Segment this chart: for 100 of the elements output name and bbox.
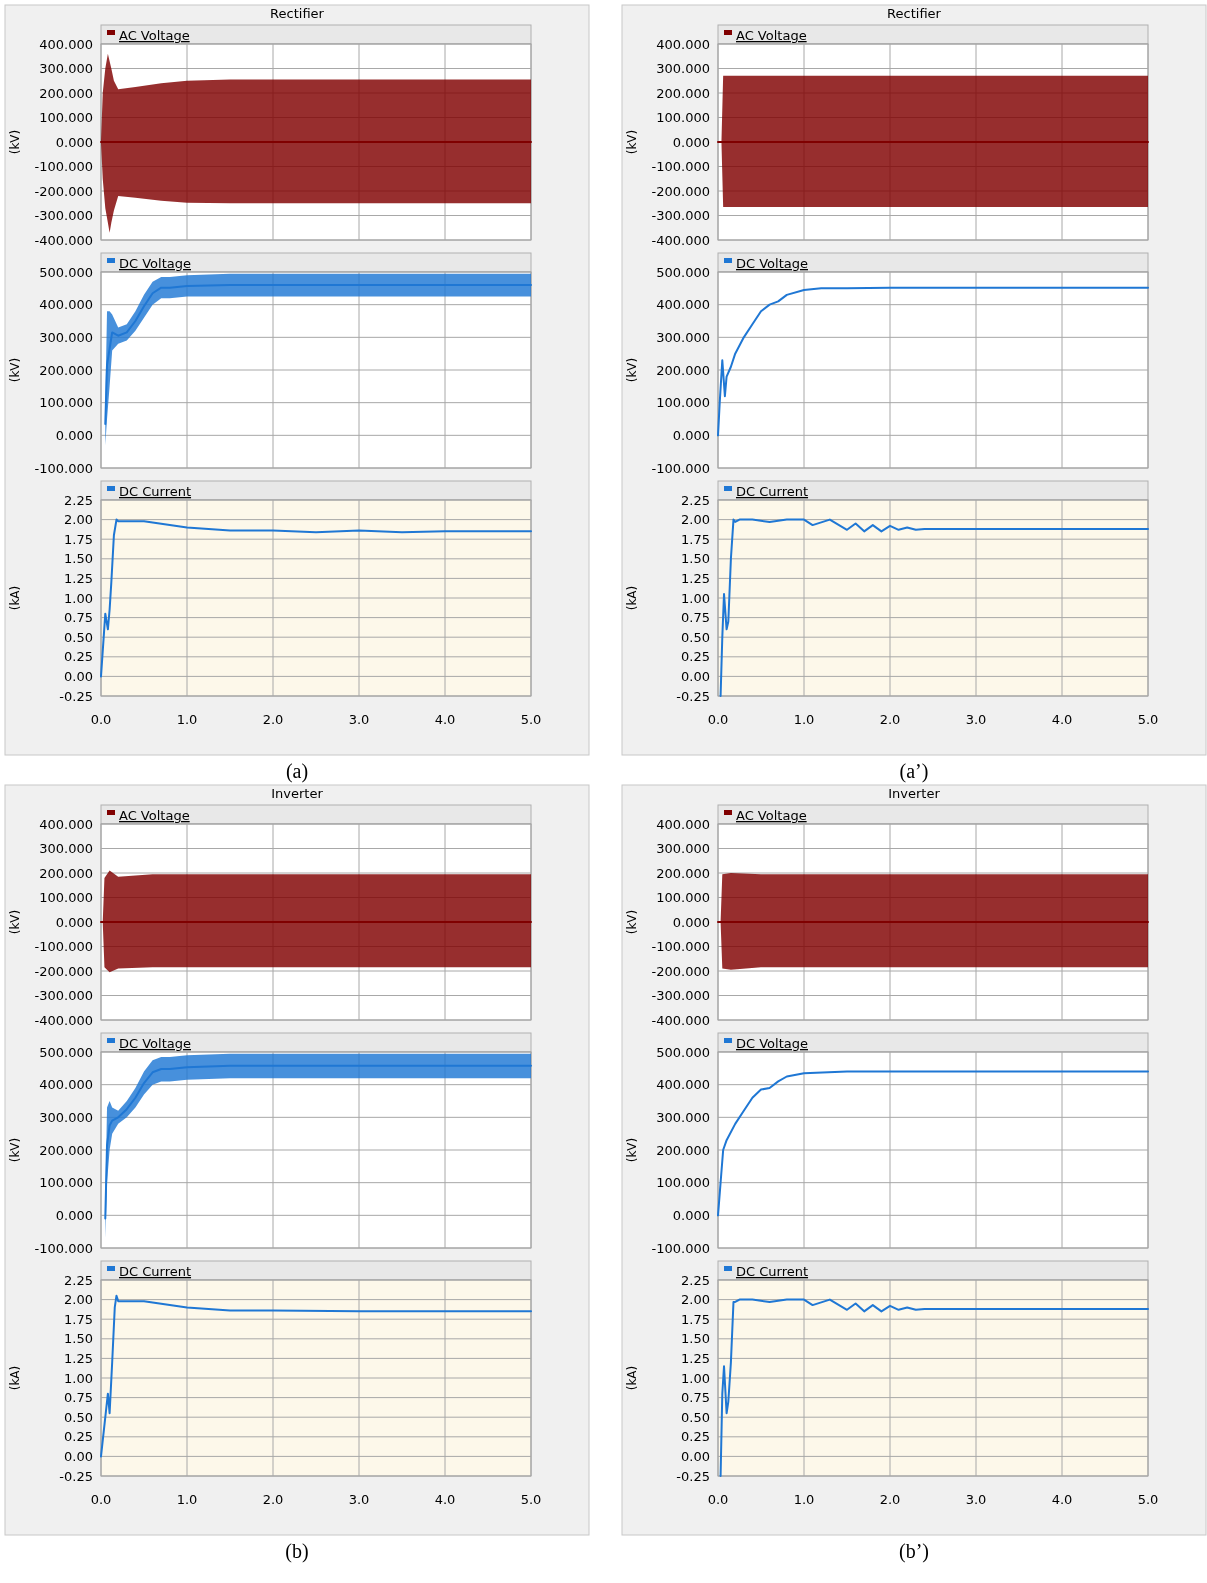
x-tick-label: 4.0 [434, 712, 456, 727]
legend-label: AC Voltage [736, 28, 807, 43]
y-tick-label: 1.00 [64, 590, 93, 606]
y-tick-label: 1.50 [64, 1331, 93, 1347]
y-tick-label: -100.000 [34, 939, 93, 955]
text: (b) [285, 1540, 309, 1563]
y-tick-label: 0.000 [672, 427, 710, 443]
y-tick-label: -100.000 [34, 1240, 93, 1256]
y-tick-label: 200.000 [656, 362, 710, 378]
x-tick-label: 2.0 [262, 712, 284, 727]
y-tick-label: 1.75 [681, 1311, 710, 1327]
y-tick-label: -400.000 [651, 232, 710, 248]
y-tick-label: -0.25 [676, 688, 710, 704]
y-tick-label: 1.25 [681, 1350, 710, 1366]
y-tick-label: 0.000 [672, 134, 710, 150]
y-axis-title: (kV) [8, 357, 22, 383]
x-tick-label: 2.0 [879, 712, 901, 727]
y-tick-label: 0.75 [681, 1390, 710, 1406]
y-tick-label: 1.50 [64, 551, 93, 567]
y-tick-label: 400.000 [656, 816, 710, 832]
y-tick-label: 2.00 [64, 1292, 93, 1308]
y-tick-label: 1.75 [64, 1311, 93, 1327]
y-tick-label: 1.25 [64, 570, 93, 586]
legend-label: DC Voltage [119, 1036, 191, 1051]
y-axis-title: (kA) [625, 585, 639, 611]
y-tick-label: 200.000 [656, 865, 710, 881]
y-axis-title: (kV) [8, 1137, 22, 1163]
y-tick-label: -300.000 [651, 988, 710, 1004]
x-tick-label: 0.0 [90, 712, 112, 727]
y-tick-label: -0.25 [59, 1468, 93, 1484]
y-tick-label: 200.000 [39, 85, 93, 101]
y-tick-label: -100.000 [651, 1240, 710, 1256]
y-tick-label: 0.50 [64, 629, 93, 645]
y-tick-label: 2.25 [681, 1272, 710, 1288]
text: (b’) [899, 1540, 929, 1563]
y-tick-label: -0.25 [676, 1468, 710, 1484]
y-tick-label: 2.00 [681, 1292, 710, 1308]
y-axis-title: (kV) [625, 909, 639, 935]
x-tick-label: 5.0 [1137, 712, 1159, 727]
x-tick-label: 0.0 [707, 1492, 729, 1507]
x-tick-label: 0.0 [707, 712, 729, 727]
y-tick-label: 0.000 [55, 1207, 93, 1223]
legend-label: DC Current [736, 484, 809, 499]
y-tick-label: 0.00 [64, 1448, 93, 1464]
x-tick-label: 4.0 [1051, 712, 1073, 727]
y-tick-label: 0.000 [672, 1207, 710, 1223]
y-tick-label: 500.000 [39, 264, 93, 280]
y-tick-label: 0.000 [55, 134, 93, 150]
x-tick-label: 4.0 [1051, 1492, 1073, 1507]
y-axis-title: (kA) [625, 1365, 639, 1391]
y-axis-title: (kV) [8, 909, 22, 935]
x-tick-label: 3.0 [965, 1492, 987, 1507]
x-tick-label: 3.0 [348, 712, 370, 727]
y-tick-label: -0.25 [59, 688, 93, 704]
y-tick-label: 1.50 [681, 1331, 710, 1347]
y-tick-label: 0.00 [681, 1448, 710, 1464]
y-tick-label: 1.50 [681, 551, 710, 567]
x-tick-label: 3.0 [348, 1492, 370, 1507]
y-tick-label: 300.000 [656, 329, 710, 345]
x-tick-label: 2.0 [879, 1492, 901, 1507]
y-tick-label: 400.000 [656, 297, 710, 313]
y-tick-label: 100.000 [39, 1175, 93, 1191]
x-tick-label: 5.0 [520, 712, 542, 727]
y-tick-label: 1.00 [681, 590, 710, 606]
legend-label: DC Voltage [119, 256, 191, 271]
y-tick-label: -100.000 [34, 460, 93, 476]
y-axis-title: (kA) [8, 1365, 22, 1391]
y-tick-label: 200.000 [39, 362, 93, 378]
y-tick-label: 200.000 [656, 85, 710, 101]
y-tick-label: 300.000 [656, 61, 710, 77]
x-tick-label: 2.0 [262, 1492, 284, 1507]
line-series [717, 286, 1149, 437]
text: (a) [285, 760, 309, 783]
y-tick-label: 200.000 [656, 1142, 710, 1158]
text: (a’) [899, 760, 929, 783]
y-tick-label: 1.75 [681, 531, 710, 547]
y-tick-label: 0.75 [681, 610, 710, 626]
y-tick-label: -300.000 [34, 208, 93, 224]
y-tick-label: -300.000 [651, 208, 710, 224]
y-tick-label: 300.000 [39, 329, 93, 345]
y-axis-title: (kV) [625, 357, 639, 383]
y-tick-label: 1.25 [681, 570, 710, 586]
x-tick-label: 5.0 [520, 1492, 542, 1507]
y-tick-label: 400.000 [39, 1077, 93, 1093]
chart-title: Rectifier [887, 6, 942, 21]
y-tick-label: 2.00 [64, 512, 93, 528]
y-tick-label: 0.000 [672, 914, 710, 930]
y-tick-label: -200.000 [651, 963, 710, 979]
x-tick-label: 1.0 [176, 712, 198, 727]
y-tick-label: 0.000 [55, 427, 93, 443]
y-tick-label: 0.50 [681, 629, 710, 645]
x-tick-label: 0.0 [90, 1492, 112, 1507]
y-tick-label: 400.000 [39, 297, 93, 313]
line-series [717, 1070, 1149, 1217]
y-tick-label: 2.25 [681, 492, 710, 508]
x-tick-label: 5.0 [1137, 1492, 1159, 1507]
y-axis-title: (kV) [625, 1137, 639, 1163]
y-tick-label: 100.000 [656, 395, 710, 411]
y-tick-label: 0.00 [64, 668, 93, 684]
y-tick-label: 100.000 [656, 110, 710, 126]
